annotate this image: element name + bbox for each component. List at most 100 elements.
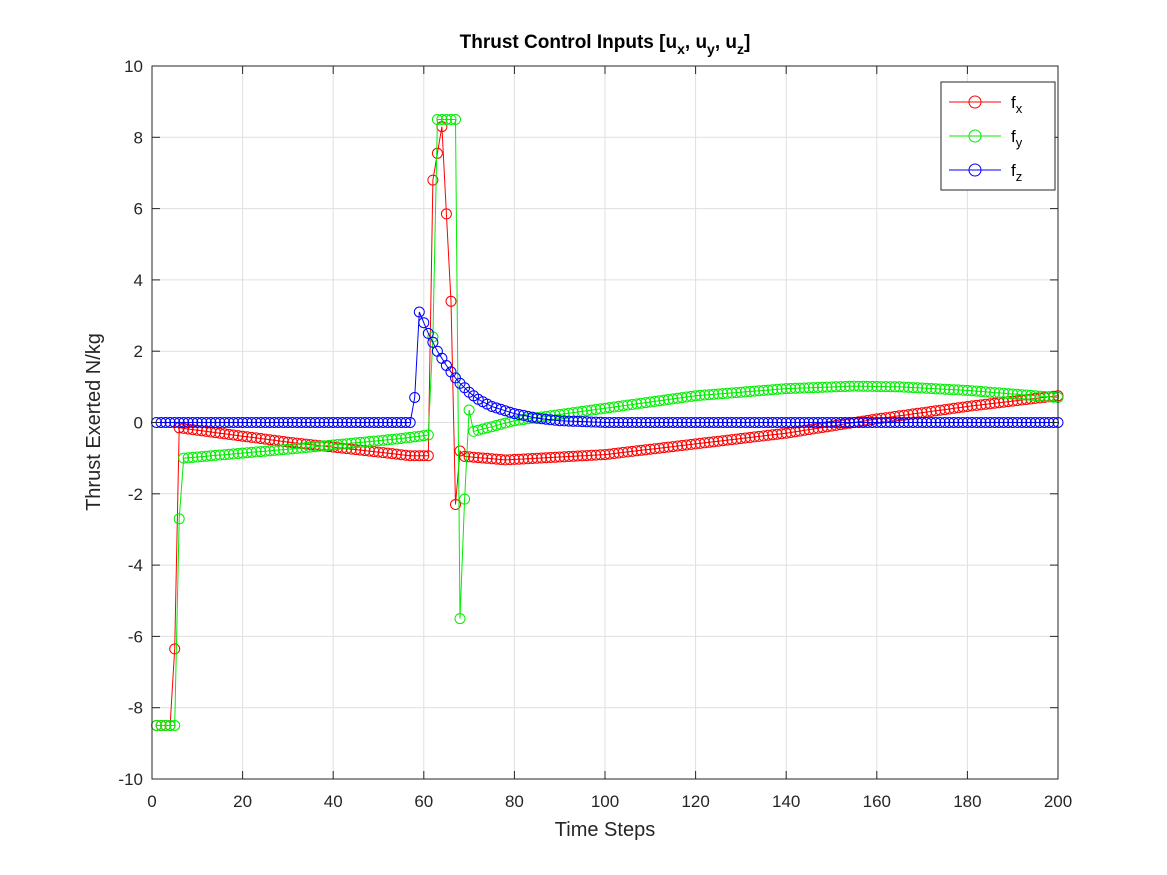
- data-point: [164, 417, 176, 428]
- data-point: [681, 391, 692, 403]
- data-point: [907, 382, 919, 394]
- data-point: [454, 613, 466, 625]
- data-point: [730, 387, 742, 399]
- data-point: [354, 417, 366, 428]
- data-point: [789, 426, 801, 438]
- data-point: [205, 417, 217, 428]
- data-point: [264, 434, 276, 446]
- data-point: [694, 437, 706, 449]
- data-point: [413, 306, 425, 318]
- data-point: [939, 417, 951, 428]
- data-point: [613, 417, 625, 428]
- data-point: [1002, 417, 1014, 428]
- data-point: [1007, 388, 1019, 400]
- data-point: [921, 417, 933, 428]
- data-point: [1011, 417, 1023, 428]
- data-point: [744, 432, 756, 443]
- data-point: [382, 417, 394, 428]
- data-point: [219, 417, 230, 428]
- data-point: [807, 417, 819, 428]
- data-point: [925, 405, 937, 417]
- data-point: [685, 417, 697, 428]
- data-point: [676, 392, 688, 404]
- title-subscript: x: [677, 41, 685, 57]
- data-point: [930, 417, 942, 428]
- data-point: [277, 444, 289, 456]
- data-point: [187, 451, 199, 463]
- data-point: [241, 447, 253, 459]
- data-point: [934, 404, 946, 416]
- data-point: [585, 404, 597, 416]
- data-point: [957, 384, 969, 396]
- data-point: [871, 381, 883, 392]
- data-point: [848, 417, 860, 428]
- data-point: [223, 448, 235, 460]
- data-point: [373, 417, 384, 428]
- data-point: [450, 114, 461, 125]
- data-point: [699, 437, 711, 449]
- data-point: [712, 417, 724, 428]
- data-point: [558, 415, 570, 427]
- data-point: [649, 395, 661, 407]
- data-point: [255, 446, 267, 458]
- data-point: [531, 412, 543, 424]
- data-point: [155, 720, 167, 731]
- data-point: [386, 448, 398, 460]
- data-point: [585, 416, 597, 428]
- data-point: [463, 451, 475, 463]
- x-tick-label: 100: [591, 792, 619, 811]
- data-point: [250, 417, 262, 428]
- data-point: [735, 417, 747, 428]
- data-point: [640, 444, 652, 456]
- data-point: [223, 417, 235, 428]
- data-point: [440, 208, 452, 220]
- data-point: [173, 417, 185, 428]
- data-point: [214, 449, 226, 461]
- data-point: [209, 417, 221, 428]
- data-point: [961, 384, 973, 396]
- y-tick-label: 0: [134, 414, 143, 433]
- data-point: [662, 417, 674, 428]
- data-point: [413, 430, 425, 442]
- data-point: [286, 417, 298, 428]
- data-point: [993, 387, 1005, 399]
- data-point: [581, 450, 593, 462]
- data-point: [527, 411, 538, 423]
- data-point: [966, 417, 978, 428]
- x-tick-label: 200: [1044, 792, 1072, 811]
- data-point: [971, 417, 982, 428]
- data-point: [472, 452, 484, 464]
- data-point: [762, 429, 774, 441]
- data-point: [708, 436, 720, 448]
- data-point: [916, 382, 928, 394]
- data-point: [373, 446, 384, 458]
- data-point: [785, 417, 797, 428]
- data-point: [712, 388, 724, 400]
- data-point: [250, 446, 262, 458]
- data-point: [169, 417, 181, 428]
- data-point: [798, 382, 810, 394]
- data-point: [767, 417, 779, 428]
- data-point: [459, 450, 471, 462]
- data-point: [830, 381, 842, 393]
- data-point: [427, 174, 439, 186]
- data-point: [644, 443, 656, 455]
- y-tick-label: -10: [118, 770, 143, 789]
- data-point: [672, 440, 683, 452]
- data-point: [839, 417, 851, 428]
- data-point: [907, 408, 919, 420]
- data-point: [264, 417, 276, 428]
- data-point: [998, 387, 1010, 399]
- data-point: [939, 383, 951, 395]
- data-point: [617, 400, 629, 412]
- data-point: [789, 382, 801, 394]
- data-point: [522, 410, 534, 422]
- data-point: [703, 389, 715, 401]
- data-point: [690, 390, 702, 402]
- data-point: [237, 447, 249, 459]
- data-point: [572, 406, 584, 418]
- data-point: [925, 417, 937, 428]
- data-point: [522, 453, 534, 465]
